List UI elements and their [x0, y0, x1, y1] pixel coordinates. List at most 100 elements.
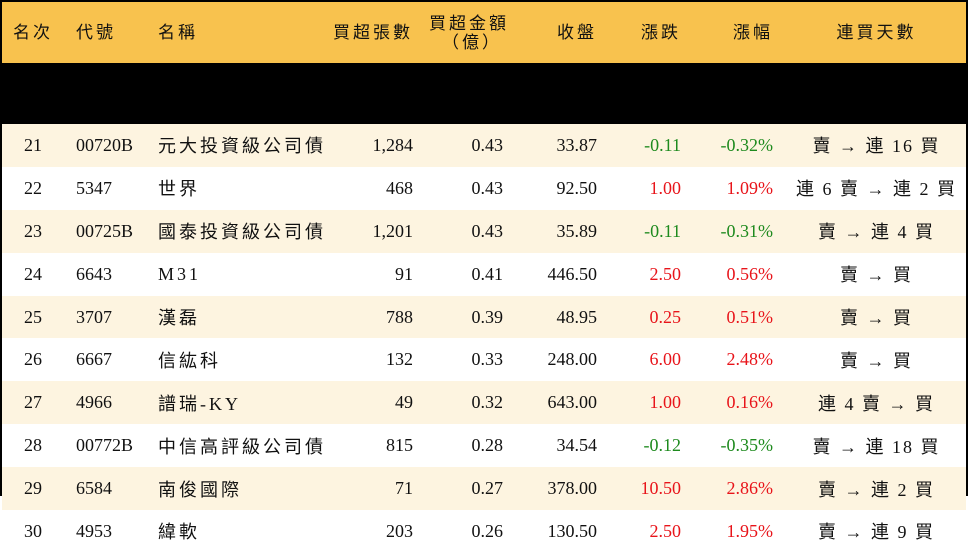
- code-cell: 6584: [76, 478, 112, 499]
- change-pct-cell: -0.32%: [720, 134, 774, 155]
- change-cell: 10.50: [640, 478, 682, 499]
- name-cell: M31: [158, 263, 202, 284]
- name-cell: 世界: [158, 179, 200, 200]
- change-cell: -0.12: [643, 435, 682, 456]
- net-buy-amount-cell: 0.41: [471, 263, 504, 284]
- code-cell: 6667: [76, 349, 112, 370]
- change-pct-cell: -0.35%: [720, 435, 774, 456]
- close-cell: 643.00: [547, 392, 598, 413]
- name-cell: 元大投資級公司債: [158, 136, 326, 157]
- header-net-buy-amount-line1: 買超金額: [429, 13, 509, 33]
- table-row: 23 00725B 國泰投資級公司債 1,201 0.43 35.89 -0.1…: [2, 209, 966, 253]
- name-cell: 國泰投資級公司債: [158, 222, 326, 243]
- rank-cell: 21: [24, 134, 42, 155]
- net-buy-amount-cell: 0.32: [471, 392, 504, 413]
- net-buy-amount-cell: 0.28: [471, 435, 504, 456]
- change-pct-cell: 1.95%: [726, 520, 774, 541]
- consecutive-days-cell: 賣 → 連 9 買: [818, 522, 935, 543]
- close-cell: 33.87: [556, 134, 598, 155]
- close-cell: 248.00: [547, 349, 598, 370]
- header-divider: [2, 63, 966, 124]
- header-rank: 名次: [13, 23, 53, 42]
- change-pct-cell: 0.51%: [726, 306, 774, 327]
- consecutive-days-cell: 賣 → 買: [840, 308, 913, 328]
- rank-cell: 26: [24, 349, 42, 370]
- code-cell: 4953: [76, 520, 112, 541]
- consecutive-days-cell: 賣 → 買: [840, 265, 913, 286]
- net-buy-lots-cell: 788: [386, 306, 413, 327]
- close-cell: 34.54: [556, 435, 598, 456]
- net-buy-amount-cell: 0.26: [471, 520, 504, 541]
- table-row: 21 00720B 元大投資級公司債 1,284 0.43 33.87 -0.1…: [2, 124, 966, 167]
- name-cell: 南俊國際: [158, 479, 242, 500]
- rank-cell: 22: [24, 177, 42, 198]
- net-buy-lots-cell: 1,284: [372, 134, 414, 155]
- header-net-buy-amount-line2: （億）: [442, 32, 502, 52]
- code-cell: 5347: [76, 177, 112, 198]
- rank-cell: 28: [24, 435, 42, 456]
- consecutive-days-cell: 賣 → 連 16 買: [812, 136, 941, 157]
- code-cell: 6643: [76, 263, 112, 284]
- net-buy-lots-cell: 71: [395, 478, 413, 499]
- name-cell: 緯軟: [158, 522, 200, 543]
- change-cell: -0.11: [644, 134, 681, 155]
- name-cell: 信紘科: [158, 350, 221, 371]
- change-pct-cell: -0.31%: [720, 220, 774, 241]
- rank-cell: 25: [24, 306, 42, 327]
- change-pct-cell: 0.56%: [726, 263, 774, 284]
- header-net-buy-lots: 買超張數: [333, 23, 413, 42]
- close-cell: 92.50: [556, 177, 598, 198]
- header-change: 漲跌: [641, 23, 681, 42]
- consecutive-days-cell: 賣 → 買: [840, 350, 913, 371]
- close-cell: 130.50: [547, 520, 598, 541]
- change-pct-cell: 2.48%: [726, 349, 774, 370]
- change-cell: 1.00: [649, 177, 682, 198]
- change-cell: 2.50: [649, 263, 682, 284]
- rank-cell: 27: [24, 392, 42, 413]
- net-buy-lots-cell: 91: [395, 263, 413, 284]
- net-buy-lots-cell: 132: [386, 349, 413, 370]
- consecutive-days-cell: 連 6 賣 → 連 2 買: [796, 179, 957, 200]
- name-cell: 漢磊: [158, 308, 200, 328]
- rank-cell: 24: [24, 263, 42, 284]
- net-buy-lots-cell: 815: [386, 435, 413, 456]
- header-close: 收盤: [557, 23, 597, 42]
- close-cell: 35.89: [556, 220, 598, 241]
- name-cell: 中信高評級公司債: [158, 436, 326, 457]
- consecutive-days-cell: 賣 → 連 2 買: [818, 479, 935, 500]
- net-buy-lots-cell: 468: [386, 177, 413, 198]
- code-cell: 00720B: [76, 134, 134, 155]
- net-buy-amount-cell: 0.43: [471, 134, 504, 155]
- net-buy-amount-cell: 0.43: [471, 220, 504, 241]
- close-cell: 378.00: [547, 478, 598, 499]
- table-row: 28 00772B 中信高評級公司債 815 0.28 34.54 -0.12 …: [2, 424, 966, 468]
- net-buy-lots-cell: 49: [395, 392, 413, 413]
- code-cell: 00772B: [76, 435, 134, 456]
- net-buy-lots-cell: 1,201: [372, 220, 414, 241]
- close-cell: 48.95: [556, 306, 598, 327]
- table-row: 27 4966 譜瑞-KY 49 0.32 643.00 1.00 0.16% …: [2, 381, 966, 425]
- change-cell: 0.25: [649, 306, 682, 327]
- header-change-pct: 漲幅: [733, 23, 773, 42]
- table-row: 30 4953 緯軟 203 0.26 130.50 2.50 1.95% 賣 …: [2, 510, 966, 553]
- close-cell: 446.50: [547, 263, 598, 284]
- header-code: 代號: [76, 23, 116, 42]
- table-row: 22 5347 世界 468 0.43 92.50 1.00 1.09% 連 6…: [2, 166, 966, 210]
- net-buy-lots-cell: 203: [386, 520, 413, 541]
- code-cell: 4966: [76, 392, 112, 413]
- change-cell: -0.11: [644, 220, 681, 241]
- name-cell: 譜瑞-KY: [158, 393, 241, 414]
- code-cell: 3707: [76, 306, 112, 327]
- rank-cell: 29: [24, 478, 42, 499]
- change-pct-cell: 1.09%: [726, 177, 774, 198]
- net-buy-amount-cell: 0.39: [471, 306, 504, 327]
- change-cell: 6.00: [649, 349, 682, 370]
- header-net-buy-amount: 買超金額 （億）: [415, 2, 515, 63]
- table-row: 24 6643 M31 91 0.41 446.50 2.50 0.56% 賣 …: [2, 252, 966, 296]
- table-row: 26 6667 信紘科 132 0.33 248.00 6.00 2.48% 賣…: [2, 338, 966, 382]
- table-row: 29 6584 南俊國際 71 0.27 378.00 10.50 2.86% …: [2, 467, 966, 511]
- net-buy-amount-cell: 0.43: [471, 177, 504, 198]
- consecutive-days-cell: 賣 → 連 4 買: [818, 222, 935, 243]
